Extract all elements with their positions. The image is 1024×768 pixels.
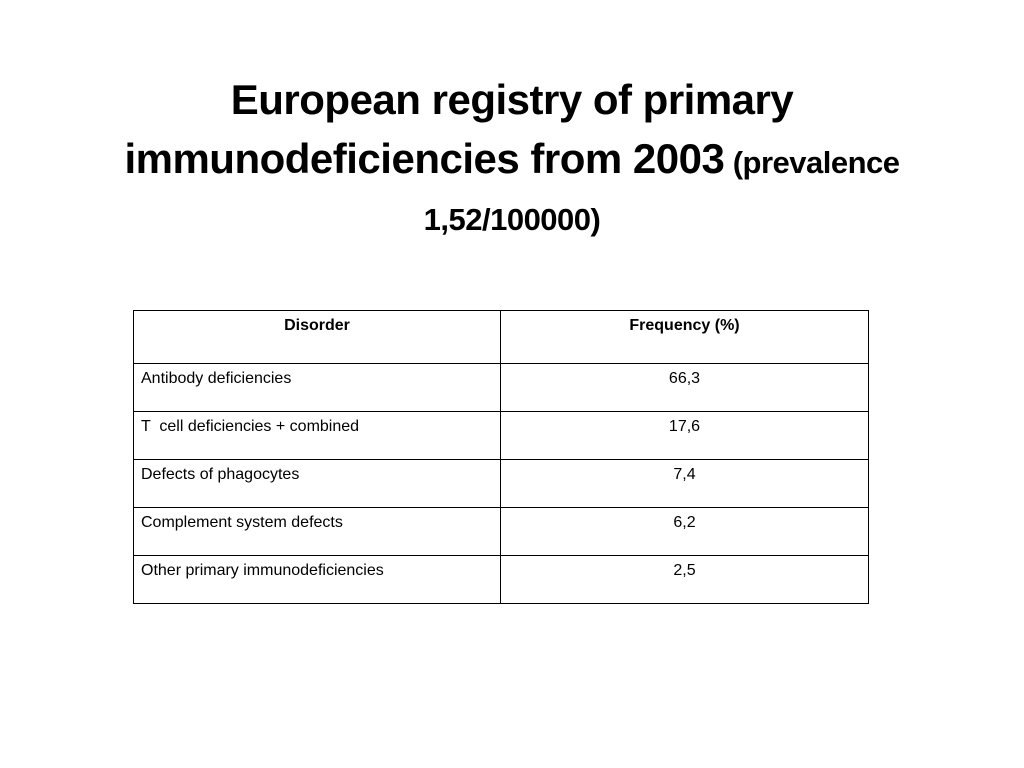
- table-row: Other primary immunodeficiencies 2,5: [133, 555, 869, 604]
- frequency-cell: 17,6: [500, 411, 869, 460]
- frequency-cell: 6,2: [500, 507, 869, 556]
- slide-title-subtitle: (prevalence 1,52/100000): [423, 145, 900, 237]
- frequency-cell: 66,3: [500, 363, 869, 412]
- header-disorder: Disorder: [133, 310, 501, 364]
- header-frequency: Frequency (%): [500, 310, 869, 364]
- frequency-cell: 2,5: [500, 555, 869, 604]
- slide-title-main: European registry of primary immunodefic…: [124, 76, 794, 182]
- disorder-cell: T cell deficiencies + combined: [133, 411, 501, 460]
- frequency-table: Disorder Frequency (%) Antibody deficien…: [133, 310, 869, 604]
- disorder-cell: Defects of phagocytes: [133, 459, 501, 508]
- disorder-cell-text: T cell deficiencies + combined: [141, 418, 360, 435]
- table-header-row: Disorder Frequency (%): [133, 310, 869, 364]
- frequency-table-container: Disorder Frequency (%) Antibody deficien…: [133, 310, 869, 604]
- table-row: Defects of phagocytes 7,4: [133, 459, 869, 508]
- disorder-cell: Other primary immunodeficiencies: [133, 555, 501, 604]
- table-row: Antibody deficiencies 66,3: [133, 363, 869, 412]
- disorder-cell: Antibody deficiencies: [133, 363, 501, 412]
- table-row: Complement system defects 6,2: [133, 507, 869, 556]
- frequency-cell: 7,4: [500, 459, 869, 508]
- table-row: T cell deficiencies + combined 17,6: [133, 411, 869, 460]
- disorder-cell: Complement system defects: [133, 507, 501, 556]
- slide-title: European registry of primary immunodefic…: [60, 72, 964, 248]
